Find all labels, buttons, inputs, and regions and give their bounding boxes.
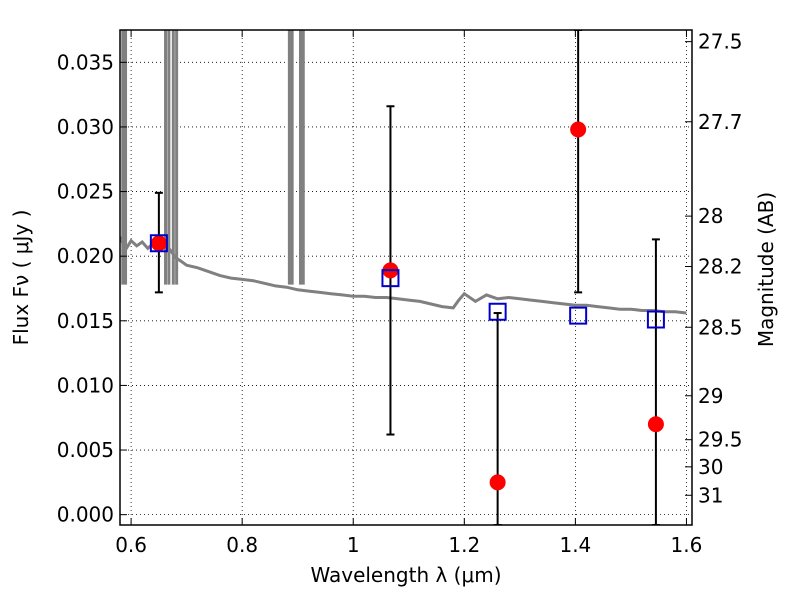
y-tick-label: 0.005: [57, 438, 114, 462]
spectrum-emission-line: [164, 30, 171, 285]
x-tick-label: 1: [347, 533, 360, 557]
spectrum-line: [120, 236, 687, 315]
mag-tick-label: 27.7: [698, 110, 743, 134]
mag-tick-label: 29: [698, 384, 723, 408]
mag-tick-label: 27.5: [698, 30, 743, 54]
ticks: 0.6 0.8 1 1.2 1.4 1.6 0.000 0.005 0.010 0.015 0.02…: [57, 30, 743, 557]
y-tick-label: 0.030: [57, 115, 114, 139]
plot-frame: [119, 29, 693, 526]
x-tick-label: 1.4: [559, 533, 591, 557]
data-markers: [149, 121, 665, 491]
x-axis-title: Wavelength λ (μm): [310, 563, 501, 587]
model-flux-point: [381, 269, 400, 288]
spectrum-emission-line: [287, 30, 294, 285]
grid: [120, 30, 692, 525]
mag-tick-label: 28.5: [698, 315, 743, 339]
model-flux-point: [149, 234, 168, 253]
model-flux-point: [569, 306, 588, 325]
mag-tick-label: 28: [698, 204, 723, 228]
x-tick-label: 1.6: [671, 533, 703, 557]
y-axis-title: Flux Fν ( μJy ): [9, 210, 33, 346]
mag-tick-label: 28.2: [698, 255, 743, 279]
model-spectrum: [120, 30, 687, 315]
y-tick-label: 0.035: [57, 50, 114, 74]
model-flux-point: [646, 310, 665, 329]
y-tick-label: 0.015: [57, 309, 114, 333]
mag-tick-label: 30: [698, 455, 723, 479]
flux-point: [570, 121, 587, 138]
right-axis-title: Magnitude (AB): [754, 192, 778, 347]
flux-point: [647, 416, 664, 433]
y-tick-label: 0.000: [57, 503, 114, 527]
x-tick-label: 1.2: [448, 533, 480, 557]
mag-tick-label: 29.5: [698, 428, 743, 452]
flux-point: [150, 235, 167, 252]
flux-point: [489, 474, 506, 491]
spectrum-emission-line: [121, 30, 128, 285]
model-flux-point: [488, 302, 507, 321]
x-tick-label: 0.8: [226, 533, 258, 557]
spectrum-emission-line: [298, 30, 305, 285]
y-tick-label: 0.010: [57, 373, 114, 397]
x-tick-label: 0.6: [115, 533, 147, 557]
y-tick-label: 0.020: [57, 244, 114, 268]
spectrum-emission-line: [171, 30, 179, 285]
mag-tick-label: 31: [698, 483, 723, 507]
y-tick-label: 0.025: [57, 180, 114, 204]
